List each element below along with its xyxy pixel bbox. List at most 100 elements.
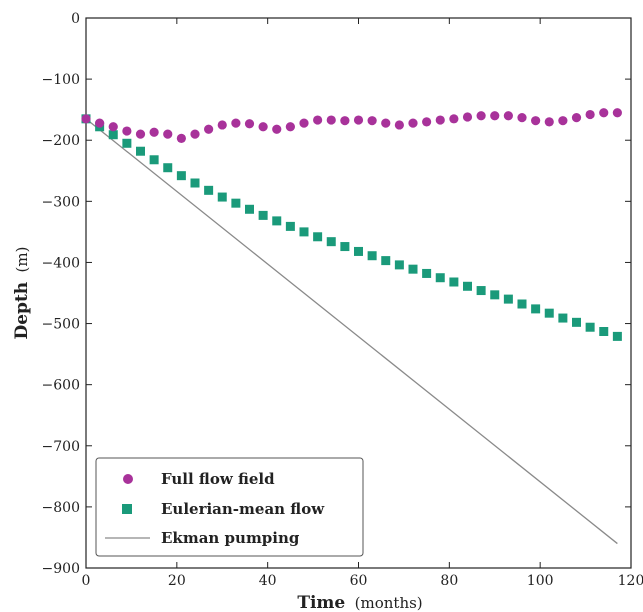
data-point-eulerian-mean-flow (408, 264, 418, 274)
data-point-full-flow-field (531, 116, 541, 126)
data-point-eulerian-mean-flow (217, 192, 227, 202)
data-point-full-flow-field (258, 122, 268, 132)
data-point-eulerian-mean-flow (272, 216, 282, 226)
legend-label-eulerian: Eulerian-mean flow (161, 500, 325, 518)
legend: Full flow field Eulerian-mean flow Ekman… (95, 457, 364, 557)
data-point-eulerian-mean-flow (354, 246, 363, 256)
data-point-full-flow-field (244, 119, 255, 129)
data-point-eulerian-mean-flow (204, 185, 214, 195)
data-point-full-flow-field (81, 114, 91, 124)
data-point-eulerian-mean-flow (381, 256, 391, 266)
data-point-eulerian-mean-flow (176, 171, 186, 181)
x-tick-label: 100 (527, 573, 554, 589)
y-tick-label: −800 (42, 500, 80, 516)
data-point-full-flow-field (367, 116, 377, 126)
data-point-full-flow-field (272, 124, 282, 134)
data-point-eulerian-mean-flow (463, 281, 472, 291)
data-point-full-flow-field (299, 118, 309, 128)
x-axis-title: Time (months) (297, 593, 422, 612)
data-point-full-flow-field (122, 126, 132, 136)
legend-label-full-flow: Full flow field (161, 470, 275, 488)
legend-box (95, 457, 364, 557)
data-point-eulerian-mean-flow (435, 273, 445, 283)
x-tick-label: 40 (259, 573, 277, 589)
data-point-eulerian-mean-flow (367, 251, 377, 261)
x-tick-label: 20 (168, 573, 186, 589)
data-point-eulerian-mean-flow (544, 308, 554, 318)
data-point-eulerian-mean-flow (394, 260, 404, 270)
x-tick-label: 120 (618, 573, 643, 589)
data-point-full-flow-field (163, 129, 173, 139)
data-point-eulerian-mean-flow (612, 331, 622, 341)
data-point-eulerian-mean-flow (503, 294, 513, 304)
data-point-eulerian-mean-flow (258, 210, 268, 220)
y-tick-label: −400 (42, 255, 80, 271)
y-tick-label: −600 (42, 378, 80, 394)
data-point-eulerian-mean-flow (299, 227, 309, 237)
data-point-full-flow-field (558, 116, 568, 126)
data-point-eulerian-mean-flow (585, 322, 595, 332)
data-point-full-flow-field (517, 113, 527, 123)
data-point-full-flow-field (408, 118, 418, 128)
data-point-eulerian-mean-flow (422, 268, 432, 278)
y-tick-label: −100 (42, 72, 80, 88)
legend-label-ekman: Ekman pumping (161, 529, 300, 547)
legend-marker-eulerian (122, 504, 132, 514)
data-point-full-flow-field (612, 108, 622, 118)
x-tick-label: 0 (82, 573, 91, 589)
data-point-full-flow-field (490, 111, 500, 121)
data-point-eulerian-mean-flow (476, 286, 486, 296)
data-point-full-flow-field (340, 116, 350, 126)
data-point-full-flow-field (176, 133, 186, 143)
data-point-eulerian-mean-flow (531, 304, 541, 314)
data-point-full-flow-field (599, 108, 609, 118)
data-point-eulerian-mean-flow (490, 290, 500, 300)
x-tick-label: 60 (350, 573, 368, 589)
data-point-full-flow-field (108, 122, 118, 132)
legend-marker-full-flow (123, 474, 133, 484)
data-point-full-flow-field (435, 115, 445, 125)
data-point-full-flow-field (204, 124, 214, 134)
x-axis-ticks: 0 20 40 60 80 100 120 (82, 18, 643, 589)
data-point-eulerian-mean-flow (136, 146, 145, 156)
data-point-full-flow-field (462, 112, 473, 122)
y-tick-label: −900 (42, 561, 80, 577)
data-point-eulerian-mean-flow (108, 130, 118, 140)
y-tick-label: −200 (42, 133, 80, 149)
data-point-full-flow-field (149, 127, 159, 137)
data-point-full-flow-field (503, 111, 513, 121)
data-point-full-flow-field (585, 109, 595, 120)
data-point-full-flow-field (381, 118, 391, 128)
y-tick-label: −700 (42, 439, 80, 455)
data-point-full-flow-field (353, 115, 364, 125)
data-point-full-flow-field (285, 122, 295, 132)
data-point-full-flow-field (135, 129, 146, 139)
data-point-eulerian-mean-flow (326, 237, 336, 247)
data-point-eulerian-mean-flow (313, 232, 323, 242)
x-tick-label: 80 (440, 573, 458, 589)
data-point-full-flow-field (95, 118, 105, 128)
data-point-eulerian-mean-flow (599, 327, 609, 336)
data-point-full-flow-field (217, 120, 227, 130)
data-point-full-flow-field (190, 129, 200, 139)
y-axis-title: Depth (m) (12, 246, 32, 339)
data-point-eulerian-mean-flow (149, 155, 159, 165)
series-layer (81, 108, 622, 545)
data-point-full-flow-field (394, 120, 404, 130)
y-axis-ticks: 0 −100 −200 −300 −400 −500 −600 −700 −800 −900 (42, 11, 631, 577)
data-point-full-flow-field (571, 113, 582, 123)
data-point-eulerian-mean-flow (340, 242, 350, 252)
data-point-eulerian-mean-flow (449, 277, 459, 287)
y-tick-label: 0 (71, 11, 80, 27)
data-point-full-flow-field (544, 117, 554, 127)
y-tick-label: −300 (42, 194, 80, 210)
data-point-eulerian-mean-flow (163, 163, 173, 173)
data-point-eulerian-mean-flow (245, 204, 254, 214)
data-point-eulerian-mean-flow (190, 178, 200, 188)
data-point-eulerian-mean-flow (517, 299, 527, 309)
data-point-full-flow-field (449, 114, 459, 124)
series-line-ekman-pumping (85, 118, 618, 545)
data-point-eulerian-mean-flow (572, 317, 581, 327)
data-point-eulerian-mean-flow (558, 313, 568, 323)
